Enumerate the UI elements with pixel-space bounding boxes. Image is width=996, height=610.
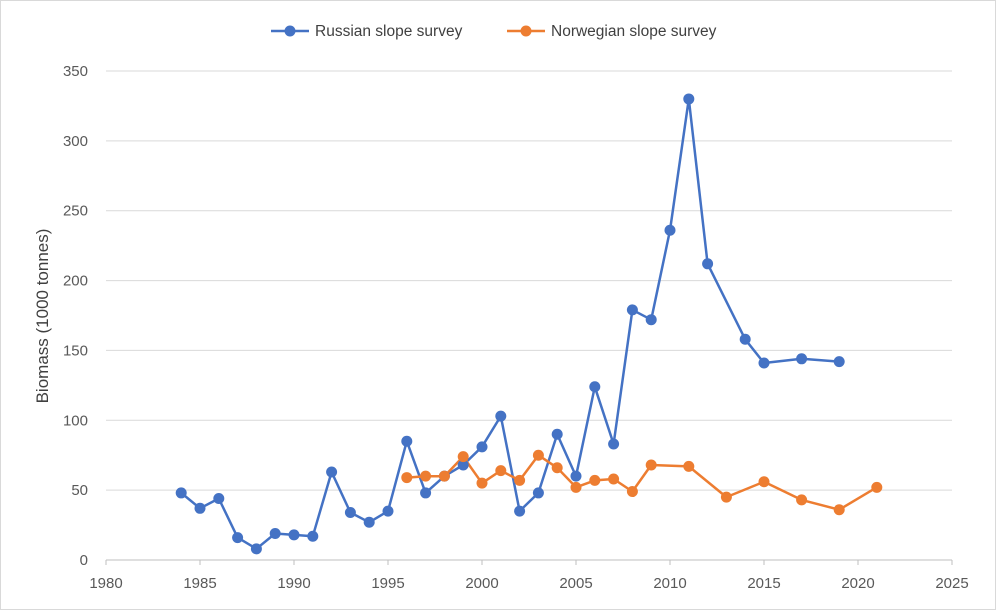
data-point-norwegian [720, 491, 732, 503]
data-point-russian [363, 516, 375, 528]
y-tick-label: 50 [71, 482, 88, 499]
data-point-russian [739, 333, 751, 345]
y-axis-label: Biomass (1000 tonnes) [33, 229, 52, 404]
data-point-russian [250, 543, 262, 555]
data-point-russian [382, 505, 394, 517]
y-tick-label: 150 [63, 342, 88, 359]
data-point-norwegian [401, 472, 413, 484]
data-point-russian [495, 410, 507, 422]
data-point-norwegian [476, 477, 488, 489]
x-tick-label: 2015 [747, 575, 780, 592]
legend-marker-russian [284, 25, 296, 37]
y-tick-label: 0 [80, 552, 88, 569]
data-point-norwegian [420, 470, 432, 482]
data-point-norwegian [514, 474, 526, 486]
x-tick-label: 1985 [183, 575, 216, 592]
data-point-norwegian [871, 481, 883, 493]
x-tick-label: 1995 [371, 575, 404, 592]
series-line-russian [180, 97, 840, 551]
data-point-norwegian [683, 460, 695, 472]
data-point-russian [532, 487, 544, 499]
data-point-norwegian [758, 476, 770, 488]
data-point-russian [683, 93, 695, 105]
x-tick-label: 2005 [559, 575, 592, 592]
data-point-russian [833, 356, 845, 368]
data-point-norwegian [796, 494, 808, 506]
y-tick-label: 200 [63, 273, 88, 290]
data-point-russian [326, 466, 338, 478]
data-point-norwegian [532, 449, 544, 461]
data-point-russian [551, 428, 563, 440]
data-point-russian [664, 224, 676, 236]
data-point-norwegian [457, 451, 469, 463]
x-tick-label: 2000 [465, 575, 498, 592]
data-point-russian [269, 527, 281, 539]
x-tick-label: 2020 [841, 575, 874, 592]
y-tick-label: 250 [63, 203, 88, 220]
legend-marker-norwegian [520, 25, 532, 37]
y-tick-label: 300 [63, 133, 88, 150]
legend-label-norwegian: Norwegian slope survey [551, 23, 717, 40]
data-point-russian [626, 304, 638, 316]
data-point-russian [288, 529, 300, 541]
data-point-russian [796, 353, 808, 365]
x-tick-label: 2010 [653, 575, 686, 592]
data-point-russian [702, 258, 714, 270]
series-lines [180, 97, 878, 551]
data-point-russian [307, 530, 319, 542]
data-point-norwegian [438, 470, 450, 482]
data-point-norwegian [551, 462, 563, 474]
data-point-russian [514, 505, 526, 517]
data-point-norwegian [645, 459, 657, 471]
data-point-norwegian [570, 481, 582, 493]
data-point-norwegian [608, 473, 620, 485]
x-axis-ticks: 1980 1985 1990 1995 2000 2005 2010 2015 2020 2025 [89, 560, 969, 592]
data-point-norwegian [833, 504, 845, 516]
x-tick-label: 1980 [89, 575, 122, 592]
gridlines [106, 70, 952, 561]
data-point-russian [476, 441, 488, 453]
legend: Russian slope survey Norwegian slope sur… [271, 23, 717, 40]
data-point-norwegian [589, 474, 601, 486]
data-point-russian [232, 532, 244, 544]
x-tick-label: 2025 [935, 575, 968, 592]
data-point-russian [194, 502, 206, 514]
data-point-russian [608, 438, 620, 450]
data-point-norwegian [626, 486, 638, 498]
data-point-russian [589, 381, 601, 393]
data-point-russian [401, 435, 413, 447]
data-point-russian [457, 459, 469, 471]
x-tick-label: 1990 [277, 575, 310, 592]
y-tick-label: 350 [63, 63, 88, 80]
y-axis-ticks: 0 50 100 150 200 250 300 350 [63, 63, 88, 569]
data-point-norwegian [495, 465, 507, 477]
data-point-russian [175, 487, 187, 499]
legend-label-russian: Russian slope survey [315, 23, 463, 40]
y-tick-label: 100 [63, 412, 88, 429]
series-points [175, 93, 883, 555]
data-point-russian [645, 314, 657, 326]
data-point-russian [344, 506, 356, 518]
data-point-russian [420, 487, 432, 499]
data-point-russian [213, 493, 225, 505]
data-point-russian [570, 470, 582, 482]
data-point-russian [758, 357, 770, 369]
